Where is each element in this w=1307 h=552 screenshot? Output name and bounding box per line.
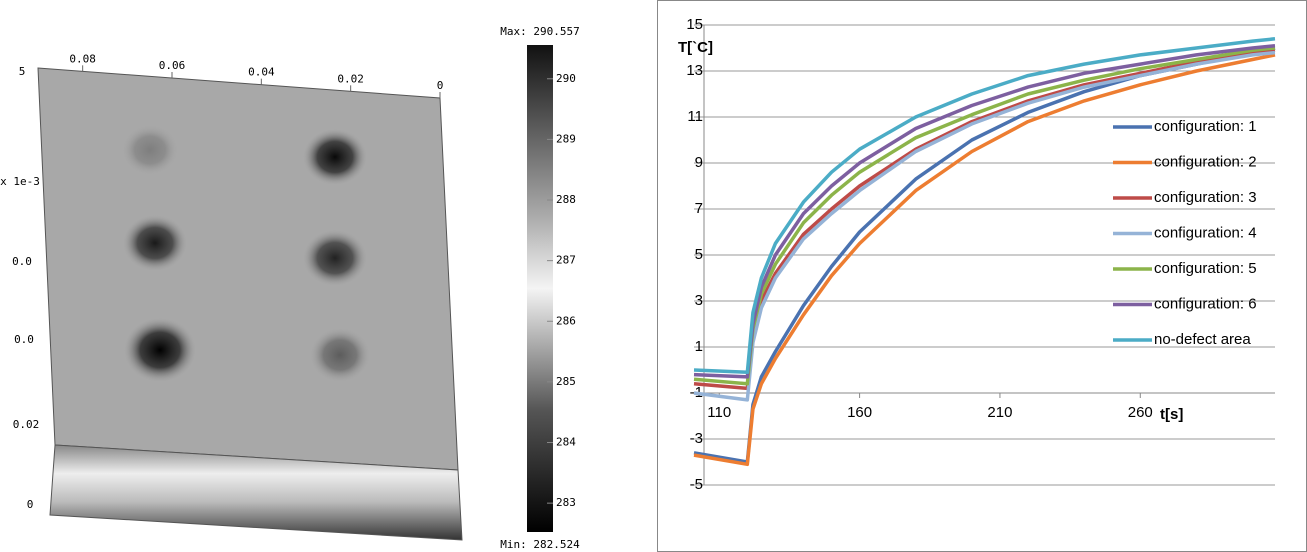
legend-label: configuration: 3 [1154,189,1257,206]
colorbar-tick-label: 285 [556,375,576,388]
x-tick-label: 0.06 [159,59,186,72]
x-tick-label: 110 [707,404,731,421]
colorbar-tick-label: 283 [556,496,576,509]
y-tick-label: 15 [686,16,703,33]
defect-spot [303,129,367,185]
figure: Max: 290.557 Min: 282.524 283 284 285 286 28… [0,0,1307,552]
defect-spot [124,318,196,382]
y-tick-label: 13 [686,62,703,79]
colorbar [527,45,553,532]
y-tick-label: 3 [695,292,703,309]
y-tick-label: 11 [687,108,703,125]
y-axis-label: T[`C] [678,39,713,56]
legend-label: configuration: 2 [1154,153,1257,170]
defect-spot [303,230,367,286]
series-line [694,46,1275,377]
defect-spot [123,215,187,271]
colorbar-tick-label: 284 [556,436,576,449]
y-tick-label: 9 [695,154,703,171]
side-label: 0.02 [13,418,40,431]
x-tick-label: 210 [987,404,1012,421]
side-label: 0 [27,498,34,511]
colorbar-tick-label: 287 [556,254,576,267]
y-tick-label: -3 [690,430,703,447]
side-label: 0.0 [12,255,32,268]
colorbar-tick-label: 290 [556,72,576,85]
side-label: 0.0 [14,333,34,346]
defect-spot [122,125,178,175]
x-axis-label: t[s] [1160,406,1183,423]
colorbar-tick-label: 289 [556,132,576,145]
x-tick-label: 160 [847,404,872,421]
x-tick-label: 260 [1128,404,1153,421]
y-tick-label: 7 [695,200,703,217]
legend-label: configuration: 4 [1154,224,1257,241]
plate-top [38,68,458,470]
defect-spot [310,328,370,382]
y-tick-label: -5 [690,476,703,493]
side-label: 5 [19,65,26,78]
side-label: x 1e-3 [0,175,40,188]
x-tick-label: 0 [437,79,444,92]
colorbar-tick-label: 286 [556,314,576,327]
page: {"chart_data": [ {"type": "heatmap", "ma… [0,0,1307,552]
y-tick-label: 1 [695,338,703,355]
x-tick-label: 0.02 [337,72,364,85]
y-tick-label: 5 [695,246,703,263]
colorbar-min: Min: 282.524 [500,538,580,551]
thermal-image: Max: 290.557 Min: 282.524 [38,25,580,551]
legend-label: configuration: 5 [1154,260,1257,277]
x-tick-label: 0.04 [248,66,275,79]
legend-label: no-defect area [1154,331,1251,348]
x-tick-label: 0.08 [69,52,96,65]
colorbar-tick-label: 288 [556,193,576,206]
legend-label: configuration: 6 [1154,295,1257,312]
legend-label: configuration: 1 [1154,118,1257,135]
colorbar-max: Max: 290.557 [500,25,579,38]
